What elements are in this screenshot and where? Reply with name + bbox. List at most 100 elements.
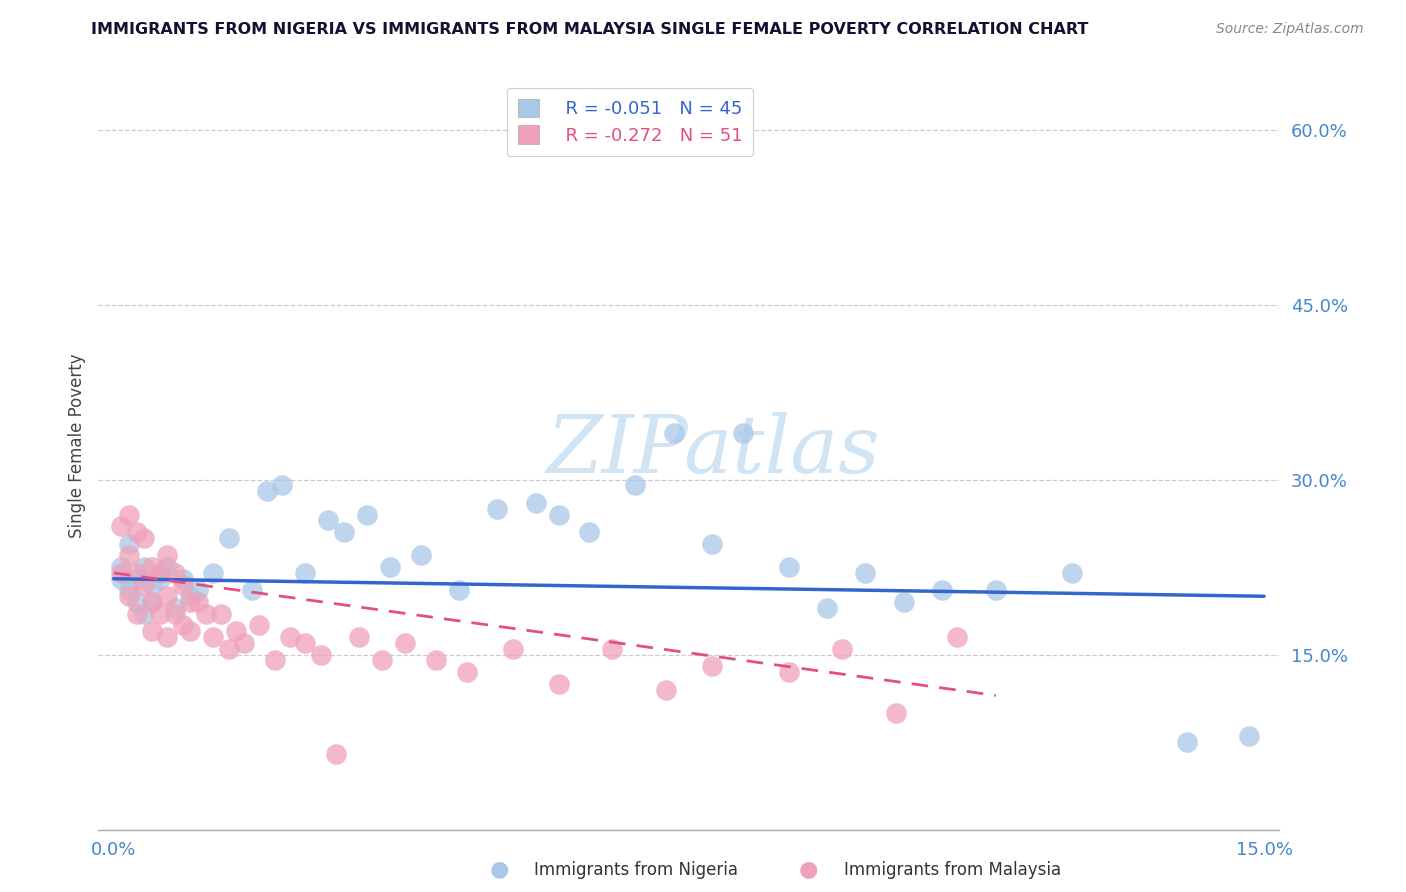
Point — [578, 525, 600, 540]
Text: Source: ZipAtlas.com: Source: ZipAtlas.com — [1216, 22, 1364, 37]
Point — [946, 630, 969, 644]
Point — [118, 537, 141, 551]
Point — [502, 641, 524, 656]
Point — [172, 577, 194, 591]
Point — [141, 577, 163, 591]
Point — [700, 659, 723, 673]
Point — [984, 583, 1007, 598]
Point — [409, 549, 432, 563]
Point — [202, 630, 225, 644]
Point — [118, 589, 141, 603]
Point — [931, 583, 953, 598]
Text: Single Female Poverty: Single Female Poverty — [69, 354, 86, 538]
Point — [318, 513, 340, 527]
Point — [218, 531, 240, 545]
Point — [187, 595, 209, 609]
Point — [347, 630, 370, 644]
Point — [778, 560, 800, 574]
Point — [700, 537, 723, 551]
Point — [624, 478, 647, 492]
Point — [125, 566, 148, 580]
Point — [884, 706, 907, 720]
Point — [249, 618, 271, 632]
Point — [271, 478, 294, 492]
Point — [456, 665, 478, 679]
Point — [118, 583, 141, 598]
Point — [394, 636, 416, 650]
Point — [134, 607, 156, 621]
Point — [179, 595, 201, 609]
Point — [125, 572, 148, 586]
Point — [1237, 729, 1260, 743]
Point — [172, 618, 194, 632]
Point — [134, 577, 156, 591]
Point — [547, 677, 569, 691]
Text: IMMIGRANTS FROM NIGERIA VS IMMIGRANTS FROM MALAYSIA SINGLE FEMALE POVERTY CORREL: IMMIGRANTS FROM NIGERIA VS IMMIGRANTS FR… — [91, 22, 1088, 37]
Text: Immigrants from Malaysia: Immigrants from Malaysia — [844, 861, 1060, 879]
Point — [218, 641, 240, 656]
Point — [172, 572, 194, 586]
Point — [141, 624, 163, 639]
Point — [149, 566, 172, 580]
Point — [1177, 735, 1199, 749]
Point — [333, 525, 356, 540]
Point — [156, 589, 179, 603]
Text: ●: ● — [799, 860, 818, 880]
Text: ZIPatlas: ZIPatlas — [546, 412, 879, 489]
Point — [486, 501, 509, 516]
Point — [662, 425, 685, 440]
Point — [110, 519, 132, 533]
Point — [125, 525, 148, 540]
Point — [141, 595, 163, 609]
Text: Immigrants from Nigeria: Immigrants from Nigeria — [534, 861, 738, 879]
Point — [156, 630, 179, 644]
Point — [156, 560, 179, 574]
Point — [125, 607, 148, 621]
Point — [731, 425, 754, 440]
Point — [815, 601, 838, 615]
Point — [524, 496, 547, 510]
Point — [125, 595, 148, 609]
Point — [655, 682, 678, 697]
Point — [294, 566, 316, 580]
Point — [294, 636, 316, 650]
Point — [118, 508, 141, 522]
Point — [110, 566, 132, 580]
Point — [156, 549, 179, 563]
Point — [141, 595, 163, 609]
Point — [209, 607, 232, 621]
Point — [831, 641, 853, 656]
Point — [110, 560, 132, 574]
Legend:   R = -0.051   N = 45,   R = -0.272   N = 51: R = -0.051 N = 45, R = -0.272 N = 51 — [506, 88, 754, 155]
Point — [778, 665, 800, 679]
Point — [356, 508, 378, 522]
Point — [547, 508, 569, 522]
Point — [149, 572, 172, 586]
Point — [263, 653, 285, 667]
Point — [309, 648, 332, 662]
Point — [240, 583, 263, 598]
Point — [118, 549, 141, 563]
Point — [179, 589, 201, 603]
Point — [149, 607, 172, 621]
Point — [325, 747, 347, 761]
Point — [194, 607, 217, 621]
Point — [278, 630, 301, 644]
Point — [179, 624, 201, 639]
Point — [202, 566, 225, 580]
Point — [233, 636, 256, 650]
Point — [853, 566, 876, 580]
Point — [134, 531, 156, 545]
Point — [893, 595, 915, 609]
Point — [378, 560, 401, 574]
Point — [165, 566, 187, 580]
Point — [134, 560, 156, 574]
Point — [371, 653, 394, 667]
Point — [165, 607, 187, 621]
Point — [187, 583, 209, 598]
Text: ●: ● — [489, 860, 509, 880]
Point — [256, 484, 278, 499]
Point — [425, 653, 447, 667]
Point — [1062, 566, 1084, 580]
Point — [225, 624, 247, 639]
